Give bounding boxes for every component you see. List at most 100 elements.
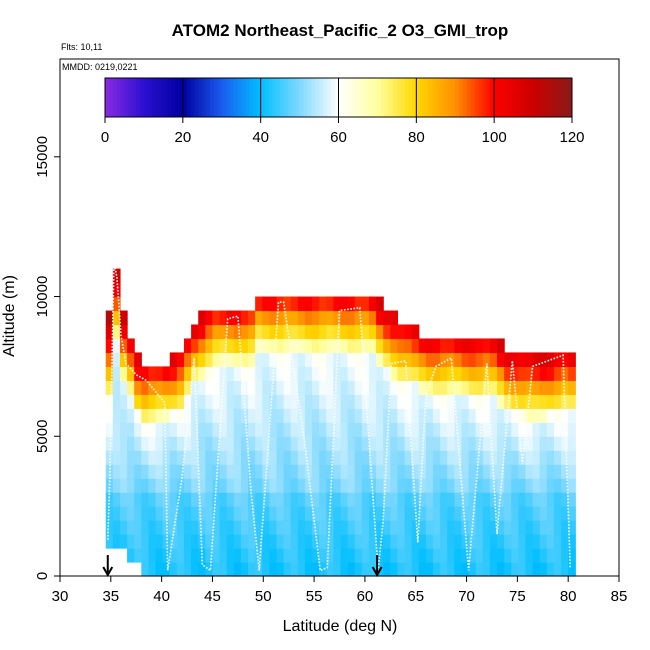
heatmap-cell — [233, 520, 242, 535]
heatmap-cell — [162, 436, 171, 451]
colorbar-segment — [210, 78, 215, 117]
colorbar-segment — [190, 78, 196, 117]
heatmap-cell — [240, 324, 249, 340]
heatmap-cell — [553, 352, 562, 367]
heatmap-cell — [340, 562, 349, 577]
heatmap-cell — [347, 450, 356, 465]
heatmap-cell — [497, 520, 505, 535]
heatmap-cell — [489, 520, 498, 535]
heatmap-cell — [440, 450, 448, 465]
heatmap-cell — [390, 310, 399, 326]
colorbar-segment — [147, 78, 153, 117]
colorbar-segment — [525, 78, 530, 117]
heatmap-cell — [411, 548, 420, 563]
heatmap-cell — [454, 520, 463, 535]
heatmap-cell — [198, 506, 206, 521]
colorbar-segment — [295, 78, 301, 117]
heatmap-cell — [219, 436, 228, 451]
heatmap-cell — [561, 436, 569, 451]
heatmap-cell — [561, 352, 569, 367]
heatmap-cell — [119, 506, 128, 521]
heatmap-cell — [461, 506, 470, 521]
heatmap-cell — [518, 548, 527, 563]
heatmap-cell — [333, 478, 342, 493]
heatmap-cell — [176, 534, 185, 549]
heatmap-cell — [397, 464, 406, 479]
heatmap-cell — [312, 450, 320, 465]
colorbar-segment — [178, 78, 184, 117]
heatmap-cell — [376, 422, 384, 437]
heatmap-cell — [468, 450, 477, 465]
heatmap-cell — [219, 562, 228, 577]
heatmap-cell — [169, 520, 178, 535]
heatmap-cell — [319, 380, 327, 395]
heatmap-cell — [425, 380, 434, 395]
heatmap-cell — [312, 394, 320, 409]
heatmap-cell — [198, 464, 206, 479]
heatmap-cell — [262, 534, 270, 549]
colorbar-segment — [447, 78, 452, 117]
colorbar-segment — [151, 78, 157, 117]
heatmap-cell — [368, 324, 377, 340]
heatmap-cell — [568, 548, 576, 563]
heatmap-cell — [404, 436, 413, 451]
heatmap-cell — [418, 338, 427, 354]
heatmap-cell — [354, 548, 363, 563]
heatmap-cell — [248, 520, 256, 535]
heatmap-cell — [440, 548, 448, 563]
heatmap-cell — [155, 436, 164, 451]
heatmap-cell — [532, 352, 541, 367]
colorbar-segment — [552, 78, 557, 117]
heatmap-cell — [276, 534, 285, 549]
heatmap-cell — [561, 450, 569, 465]
colorbar-segment — [385, 78, 390, 117]
heatmap-cell — [482, 408, 491, 423]
heatmap-cell — [539, 506, 548, 521]
flight-track — [107, 262, 571, 572]
heatmap-cell — [162, 408, 171, 423]
heatmap-cell — [112, 408, 121, 423]
heatmap-cell — [134, 478, 142, 493]
heatmap-cell — [553, 422, 562, 437]
heatmap-cell — [212, 464, 221, 479]
heatmap-cell — [141, 450, 150, 465]
heatmap-cell — [184, 408, 192, 423]
heatmap-cell — [347, 338, 356, 354]
heatmap-cell — [568, 408, 576, 423]
heatmap-cell — [148, 506, 157, 521]
heatmap-cell — [383, 506, 391, 521]
heatmap-cell — [461, 380, 470, 395]
heatmap-cell — [333, 520, 342, 535]
heatmap-cell — [411, 408, 420, 423]
heatmap-cell — [205, 464, 214, 479]
heatmap-cell — [226, 408, 235, 423]
heatmap-cell — [184, 562, 192, 577]
heatmap-cell — [248, 506, 256, 521]
colorbar-segment — [350, 78, 355, 117]
heatmap-cell — [504, 506, 512, 521]
heatmap-cell — [525, 450, 534, 465]
heatmap-cell — [454, 408, 463, 423]
heatmap-cell — [127, 464, 135, 479]
heatmap-cell — [404, 366, 413, 381]
heatmap-cell — [340, 506, 349, 521]
heatmap-cell — [440, 436, 448, 451]
x-axis-label: Latitude (deg N) — [283, 618, 398, 635]
heatmap-cell — [176, 408, 185, 423]
heatmap-cell — [553, 562, 562, 577]
colorbar-segment — [389, 78, 394, 117]
heatmap-cell — [497, 450, 505, 465]
x-tick-label: 70 — [458, 588, 475, 605]
heatmap-cell — [532, 422, 541, 437]
heatmap-cell — [354, 310, 363, 326]
heatmap-cell — [518, 422, 527, 437]
heatmap-cell — [475, 352, 484, 367]
heatmap-cell — [418, 422, 427, 437]
heatmap-cell — [440, 422, 448, 437]
heatmap-cell — [504, 492, 512, 507]
heatmap-cell — [475, 478, 484, 493]
heatmap-cell — [269, 520, 278, 535]
heatmap-cell — [454, 506, 463, 521]
heatmap-cell — [283, 534, 292, 549]
heatmap-cell — [383, 450, 391, 465]
